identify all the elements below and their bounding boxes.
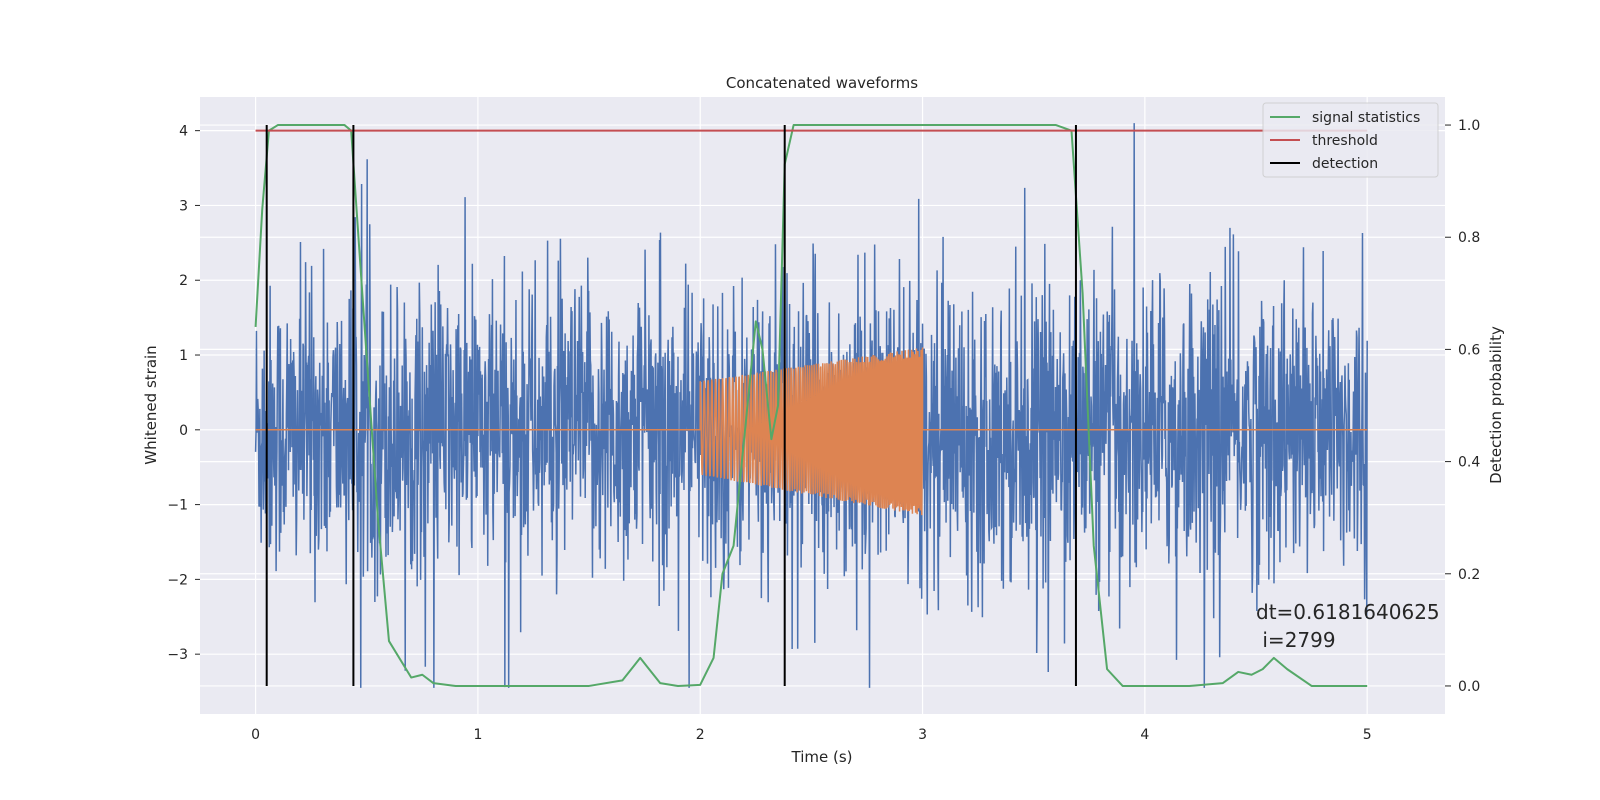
detection-lines bbox=[265, 125, 1077, 686]
y-tick-label: 1 bbox=[179, 348, 188, 364]
y-tick-label: 0 bbox=[179, 423, 188, 439]
legend: signal statistics threshold detection bbox=[1262, 102, 1439, 178]
y2-tick-label: 0.2 bbox=[1458, 567, 1480, 583]
annotation-i: i=2799 bbox=[1256, 628, 1336, 652]
x-tick-label: 3 bbox=[918, 727, 927, 743]
y-tick-label: −1 bbox=[167, 498, 188, 514]
y-axis-label: Whitened strain bbox=[142, 345, 160, 464]
legend-label-detection: detection bbox=[1312, 156, 1378, 172]
y-tick-label: 2 bbox=[179, 273, 188, 289]
y-tick-label: 4 bbox=[179, 124, 188, 140]
series-layer bbox=[254, 123, 1368, 688]
x-tick-label: 2 bbox=[696, 727, 705, 743]
y2-tick-label: 0.0 bbox=[1458, 679, 1480, 695]
legend-label-threshold: threshold bbox=[1312, 133, 1378, 149]
y-tick-label: −2 bbox=[167, 572, 188, 588]
x-tick-label: 5 bbox=[1363, 727, 1372, 743]
y-tick-label: −3 bbox=[167, 647, 188, 663]
series-injected-waveform bbox=[255, 347, 1368, 516]
x-axis-label: Time (s) bbox=[791, 748, 853, 766]
horizontal-grid-right bbox=[200, 124, 1445, 687]
y-tick-label: 3 bbox=[179, 198, 188, 214]
y2-tick-label: 0.4 bbox=[1458, 455, 1480, 471]
x-tick-label: 1 bbox=[473, 727, 482, 743]
y2-tick-labels: 0.0 0.2 0.4 0.6 0.8 1.0 bbox=[1445, 118, 1480, 695]
y2-tick-label: 0.6 bbox=[1458, 342, 1480, 358]
series-signal-statistics bbox=[254, 124, 1368, 687]
y2-tick-label: 0.8 bbox=[1458, 230, 1480, 246]
x-tick-labels: 0 1 2 3 4 5 bbox=[251, 727, 1372, 743]
chart-title: Concatenated waveforms bbox=[726, 74, 918, 92]
y2-axis-label: Detection probability bbox=[1487, 326, 1505, 484]
x-tick-label: 4 bbox=[1140, 727, 1149, 743]
legend-box bbox=[1262, 102, 1439, 178]
annotation-dt: dt=0.6181640625 bbox=[1256, 600, 1440, 624]
legend-label-signal-statistics: signal statistics bbox=[1312, 110, 1420, 126]
y2-tick-label: 1.0 bbox=[1458, 118, 1480, 134]
y-tick-labels: −3 −2 −1 0 1 2 3 4 bbox=[167, 124, 200, 663]
x-tick-label: 0 bbox=[251, 727, 260, 743]
